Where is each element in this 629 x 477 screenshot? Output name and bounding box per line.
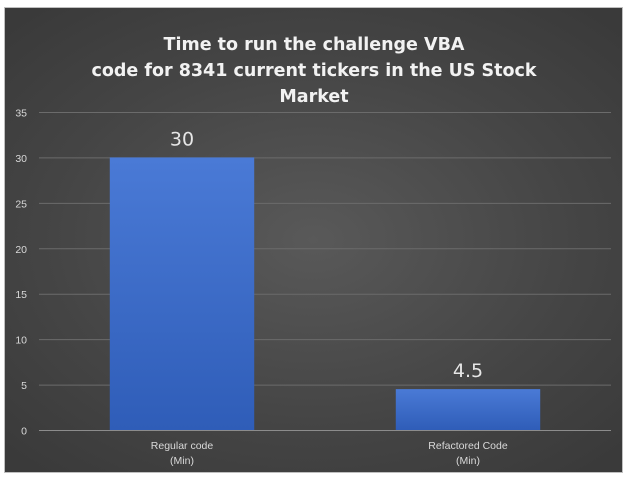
y-tick-label: 25 [15, 198, 27, 210]
y-tick-label: 30 [15, 153, 27, 165]
x-axis-labels: Regular code (Min) Refactored Code (Min) [151, 440, 508, 467]
bars [109, 157, 541, 430]
chart-area: Time to run the challenge VBA code for 8… [4, 7, 623, 473]
x-category-label: Regular code [151, 440, 214, 452]
y-tick-label: 0 [21, 426, 27, 438]
x-category-label: (Min) [170, 455, 194, 467]
data-labels: 304.5 [170, 128, 483, 382]
x-category-label: Refactored Code [428, 440, 508, 452]
bar [395, 389, 541, 430]
y-tick-label: 35 [15, 108, 27, 120]
data-label: 30 [170, 128, 194, 150]
x-category-label: (Min) [456, 455, 480, 467]
chart-title-line-3: Market [279, 87, 348, 107]
bar-chart: Time to run the challenge VBA code for 8… [15, 35, 611, 467]
chart-title-line-2: code for 8341 current tickers in the US … [91, 61, 536, 81]
y-tick-label: 5 [21, 380, 27, 392]
chart-title-line-1: Time to run the challenge VBA [164, 35, 465, 55]
y-axis-ticks: 0 5 10 15 20 25 30 35 [15, 108, 27, 438]
bar [109, 157, 255, 430]
y-tick-label: 20 [15, 244, 27, 256]
data-label: 4.5 [453, 360, 483, 382]
y-tick-label: 15 [15, 289, 27, 301]
y-tick-label: 10 [15, 335, 27, 347]
